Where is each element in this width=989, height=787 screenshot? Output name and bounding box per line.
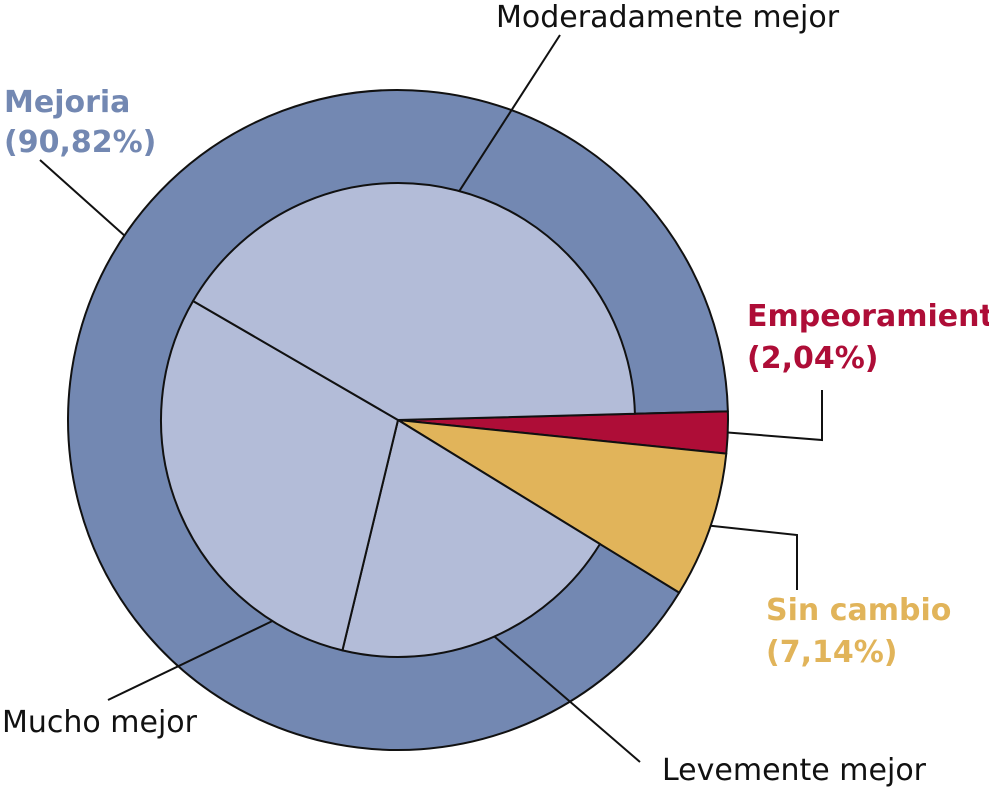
inner-slice-mucho-mejor bbox=[160, 299, 399, 652]
inner-pie bbox=[160, 182, 636, 658]
leader-line-mucho-mejor bbox=[107, 620, 273, 701]
label-mejoria-name: Mejoria bbox=[4, 85, 130, 120]
label-mucho-mejor: Mucho mejor bbox=[2, 705, 198, 740]
leader-line-levemente-mejor bbox=[493, 635, 641, 763]
label-levemente-mejor: Levemente mejor bbox=[662, 753, 927, 787]
label-empeoramiento-name: Empeoramiento bbox=[747, 299, 989, 334]
label-mejoria-pct: (90,82%) bbox=[4, 125, 156, 160]
label-moderadamente-mejor: Moderadamente mejor bbox=[496, 0, 840, 35]
leader-line-moderadamente-mejor bbox=[458, 34, 561, 192]
label-empeoramiento-pct: (2,04%) bbox=[747, 341, 879, 376]
label-sin-cambio-pct: (7,14%) bbox=[766, 635, 898, 670]
label-sin-cambio-name: Sin cambio bbox=[766, 593, 951, 628]
leader-lines bbox=[39, 34, 823, 763]
inner-slice-levemente-mejor bbox=[341, 419, 601, 658]
leader-line-empeoramiento bbox=[727, 390, 823, 442]
leader-line-mejoria bbox=[39, 159, 126, 237]
leader-line-sin-cambio bbox=[710, 524, 798, 590]
inner-slice-moderadamente-mejor bbox=[192, 182, 636, 421]
outer-slice-sin-cambio bbox=[397, 419, 728, 594]
